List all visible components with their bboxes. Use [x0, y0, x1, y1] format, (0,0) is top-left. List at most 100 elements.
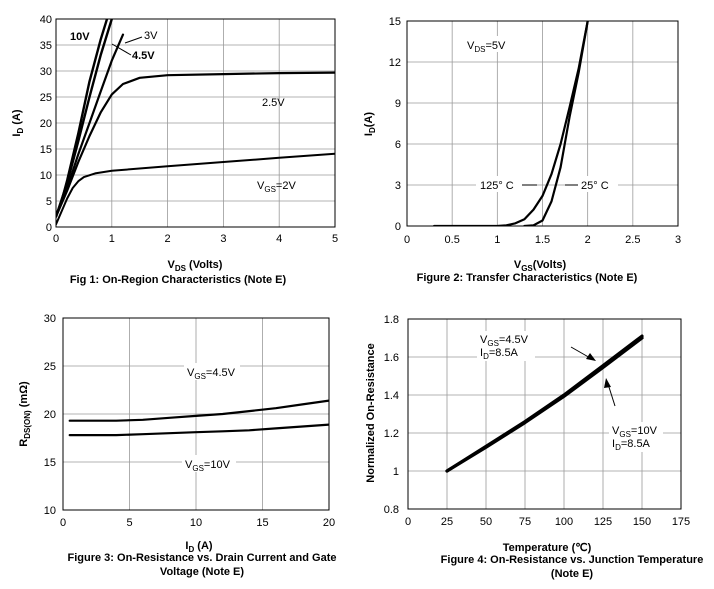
tick-labels: 0 25 50 75 100 125 150 175 0.8 1 1.2 1.4 1.6 1.8 [384, 314, 690, 528]
annotation-10v: 10V [70, 31, 90, 43]
annotation-2-5v: 2.5V [262, 97, 285, 109]
x-tick-label: 4 [276, 233, 282, 245]
x-tick-label: 15 [256, 517, 268, 529]
y-tick-label: 0 [395, 221, 401, 233]
y-axis-label: ID(A) [363, 112, 377, 136]
annotation-arrowhead-vgs45 [586, 353, 596, 361]
annotation-pointer-4-5v [111, 43, 132, 56]
tick-labels: 0 1 2 3 4 5 0 5 10 15 20 25 30 35 40 [40, 14, 338, 245]
label-mask-vgs10 [182, 455, 236, 472]
series-lines [433, 21, 589, 226]
series-line-vgs-2v [56, 152, 335, 226]
y-tick-label: 5 [46, 196, 52, 208]
figure-caption: Fig 1: On-Region Characteristics (Note E… [70, 274, 287, 286]
y-axis-label: ID (A) [11, 109, 25, 137]
y-tick-label: 20 [44, 409, 56, 421]
x-tick-label: 2 [585, 234, 591, 246]
series-lines [68, 399, 329, 437]
y-tick-label: 10 [40, 170, 52, 182]
series-line-vgs-4-5v [68, 399, 329, 422]
series-lines [56, 19, 335, 226]
label-mask-25c [578, 176, 618, 192]
annotation-id-8-5a-top: ID=8.5A [480, 347, 519, 361]
series-lines [445, 334, 644, 473]
label-mask-125c [476, 176, 522, 192]
annotation-4-5v: 4.5V [132, 50, 155, 62]
series-line-vgs-10v [68, 423, 329, 437]
x-tick-label: 0 [60, 517, 66, 529]
y-tick-label: 10 [44, 505, 56, 517]
grid [408, 319, 681, 509]
x-tick-label: 0 [404, 234, 410, 246]
y-tick-label: 1.2 [384, 428, 399, 440]
plot-frame [55, 18, 336, 228]
x-tick-label: 3 [220, 233, 226, 245]
annotation-25c: 25° C [581, 180, 609, 192]
figure-caption-line-2: (Note E) [551, 568, 594, 580]
figure-caption-line-1: Figure 4: On-Resistance vs. Junction Tem… [441, 554, 704, 566]
y-tick-label: 1.6 [384, 352, 399, 364]
annotation-vgs-10v: VGS=10V [185, 459, 231, 473]
label-mask-vgs10 [609, 422, 663, 452]
x-tick-label: 25 [441, 516, 453, 528]
y-tick-label: 1 [393, 466, 399, 478]
label-mask-vgs45 [477, 331, 535, 361]
y-tick-label: 9 [395, 98, 401, 110]
x-tick-label: 1 [494, 234, 500, 246]
series-line-25-c [523, 21, 589, 226]
y-tick-label: 15 [40, 144, 52, 156]
x-tick-label: 50 [480, 516, 492, 528]
x-tick-label: 1 [109, 233, 115, 245]
chart-on-resistance-vs-temperature: 0 25 50 75 100 125 150 175 0.8 1 1.2 1.4 1.6 1.8 VGS=… [365, 314, 703, 580]
y-tick-label: 30 [44, 313, 56, 325]
grid [63, 318, 329, 510]
y-tick-label: 25 [40, 92, 52, 104]
x-axis-label: Temperature (℃) [503, 542, 592, 554]
x-tick-label: 20 [323, 517, 335, 529]
y-axis-label: Normalized On-Resistance [365, 343, 377, 482]
figure-caption: Figure 2: Transfer Characteristics (Note… [417, 272, 638, 284]
figure-caption-line-2: Voltage (Note E) [160, 566, 244, 578]
y-axis-label: RDS(ON) (mΩ) [18, 381, 32, 447]
plot-frame [406, 20, 679, 227]
x-tick-label: 150 [633, 516, 651, 528]
label-mask-vgs45 [184, 363, 240, 380]
series-line-vgs-10v-id-8-5a [445, 336, 644, 473]
x-axis-label: VDS (Volts) [168, 259, 223, 273]
annotation-pointer-3v [124, 36, 143, 44]
y-tick-label: 0 [46, 222, 52, 234]
y-tick-label: 6 [395, 139, 401, 151]
y-tick-label: 12 [389, 57, 401, 69]
x-tick-label: 2 [165, 233, 171, 245]
x-tick-label: 2.5 [625, 234, 640, 246]
x-tick-label: 0 [53, 233, 59, 245]
x-tick-label: 0 [405, 516, 411, 528]
label-mask-vds [462, 36, 514, 52]
x-axis-label: ID (A) [185, 540, 213, 554]
annotation-3v: 3V [144, 30, 158, 42]
x-tick-label: 100 [555, 516, 573, 528]
plot-frame [62, 317, 330, 511]
series-line-3v [56, 33, 125, 218]
x-tick-label: 125 [594, 516, 612, 528]
plot-frame [407, 318, 682, 510]
tick-labels: 0 0.5 1 1.5 2 2.5 3 0 3 6 9 12 15 [389, 16, 681, 246]
annotation-vgs-4-5v: VGS=4.5V [187, 367, 236, 381]
annotation-125c: 125° C [480, 180, 514, 192]
annotation-vgs-2v: VGS=2V [257, 180, 296, 194]
x-tick-label: 0.5 [445, 234, 460, 246]
figure-caption-line-1: Figure 3: On-Resistance vs. Drain Curren… [68, 552, 337, 564]
x-tick-label: 3 [675, 234, 681, 246]
x-tick-label: 175 [672, 516, 690, 528]
annotation-id-8-5a-bottom: ID=8.5A [612, 438, 651, 452]
x-tick-label: 1.5 [535, 234, 550, 246]
chart-transfer-characteristics: 0 0.5 1 1.5 2 2.5 3 0 3 6 9 12 15 VDS=5V 125° C 25° … [363, 16, 681, 284]
annotation-arrowhead-vgs10 [604, 378, 611, 388]
y-tick-label: 40 [40, 14, 52, 26]
x-axis-label: VGS(Volts) [514, 259, 567, 273]
y-tick-label: 35 [40, 40, 52, 52]
y-tick-label: 20 [40, 118, 52, 130]
y-tick-label: 1.4 [384, 390, 399, 402]
annotation-vgs-10v: VGS=10V [612, 425, 658, 439]
chart-on-resistance-vs-drain-current: 0 5 10 15 20 10 15 20 25 30 VGS=4.5V VGS=10V ID (… [18, 313, 336, 578]
